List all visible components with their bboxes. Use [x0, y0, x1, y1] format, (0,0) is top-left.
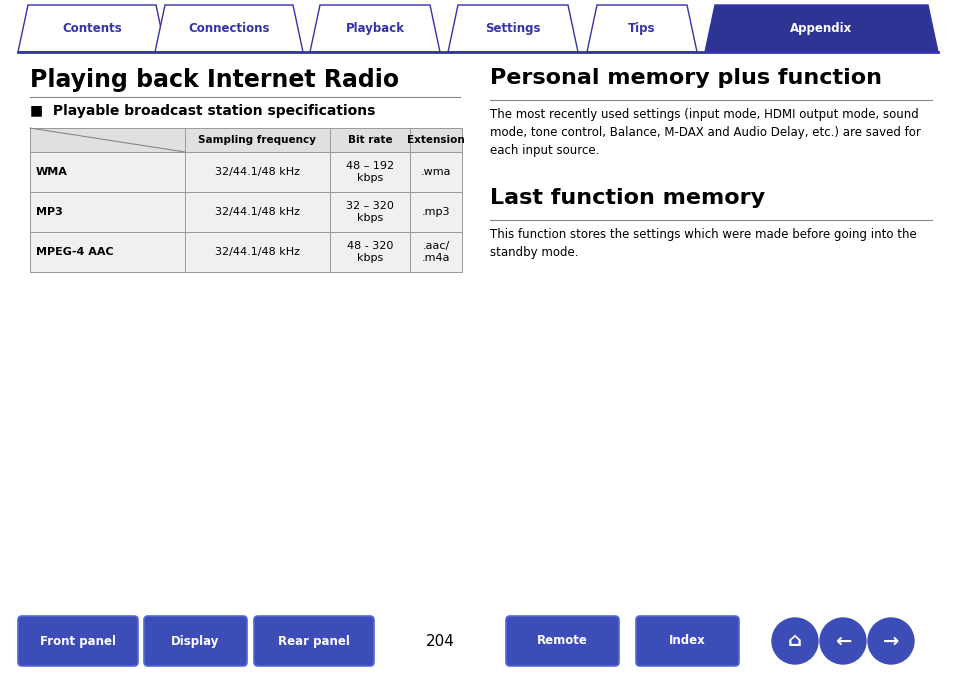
Text: 204: 204: [425, 633, 454, 649]
Bar: [30, 128, 461, 152]
Text: ■  Playable broadcast station specifications: ■ Playable broadcast station specificati…: [30, 104, 375, 118]
Text: Personal memory plus function: Personal memory plus function: [490, 68, 882, 88]
Polygon shape: [154, 5, 303, 52]
Text: Sampling frequency: Sampling frequency: [198, 135, 316, 145]
Text: Front panel: Front panel: [40, 635, 116, 647]
Text: Last function memory: Last function memory: [490, 188, 764, 208]
FancyBboxPatch shape: [505, 616, 618, 666]
Text: Tips: Tips: [628, 22, 655, 35]
Bar: [30, 232, 461, 272]
FancyBboxPatch shape: [18, 616, 138, 666]
FancyBboxPatch shape: [144, 616, 247, 666]
Text: Settings: Settings: [485, 22, 540, 35]
Text: Appendix: Appendix: [789, 22, 852, 35]
Text: ←: ←: [834, 631, 850, 651]
Text: Index: Index: [668, 635, 705, 647]
Text: 48 - 320
kbps: 48 - 320 kbps: [347, 241, 393, 263]
Text: ⌂: ⌂: [787, 631, 801, 651]
Text: Playback: Playback: [345, 22, 404, 35]
Text: MPEG-4 AAC: MPEG-4 AAC: [36, 247, 113, 257]
Text: 32 – 320
kbps: 32 – 320 kbps: [346, 201, 394, 223]
Text: This function stores the settings which were made before going into the
standby : This function stores the settings which …: [490, 228, 916, 259]
Polygon shape: [586, 5, 697, 52]
Text: Connections: Connections: [188, 22, 270, 35]
Text: .wma: .wma: [420, 167, 451, 177]
Text: →: →: [882, 631, 899, 651]
Text: 48 – 192
kbps: 48 – 192 kbps: [346, 161, 394, 183]
Text: MP3: MP3: [36, 207, 63, 217]
FancyBboxPatch shape: [253, 616, 374, 666]
Text: Rear panel: Rear panel: [277, 635, 350, 647]
Circle shape: [820, 618, 865, 664]
Polygon shape: [18, 5, 166, 52]
Polygon shape: [310, 5, 439, 52]
Polygon shape: [704, 5, 937, 52]
Text: Bit rate: Bit rate: [347, 135, 392, 145]
Text: Contents: Contents: [62, 22, 122, 35]
Text: Playing back Internet Radio: Playing back Internet Radio: [30, 68, 398, 92]
Text: Remote: Remote: [537, 635, 587, 647]
Text: 32/44.1/48 kHz: 32/44.1/48 kHz: [214, 167, 299, 177]
Circle shape: [867, 618, 913, 664]
Text: .mp3: .mp3: [421, 207, 450, 217]
Circle shape: [771, 618, 817, 664]
Text: .aac/
.m4a: .aac/ .m4a: [421, 241, 450, 263]
Bar: [30, 152, 461, 192]
Text: Extension: Extension: [407, 135, 464, 145]
Text: 32/44.1/48 kHz: 32/44.1/48 kHz: [214, 247, 299, 257]
Polygon shape: [448, 5, 578, 52]
Text: The most recently used settings (input mode, HDMI output mode, sound
mode, tone : The most recently used settings (input m…: [490, 108, 920, 157]
Text: Display: Display: [172, 635, 219, 647]
Text: 32/44.1/48 kHz: 32/44.1/48 kHz: [214, 207, 299, 217]
Bar: [30, 192, 461, 232]
FancyBboxPatch shape: [636, 616, 739, 666]
Text: WMA: WMA: [36, 167, 68, 177]
